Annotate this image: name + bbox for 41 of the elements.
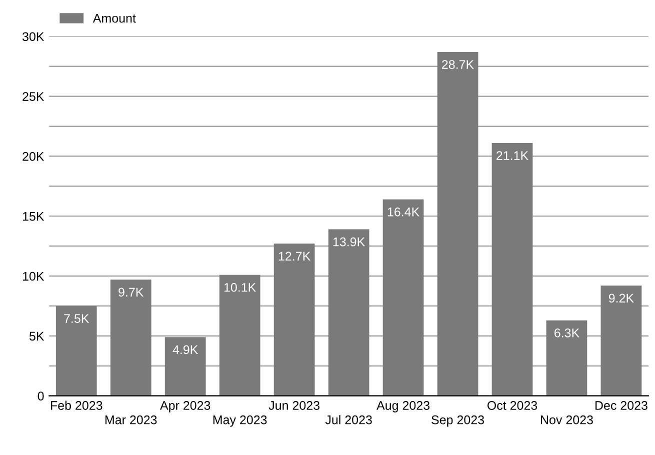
data-label: 28.7K: [442, 60, 474, 69]
x-tick-label: Aug 2023: [376, 401, 430, 412]
bar: [164, 337, 206, 396]
x-tick-label: Feb 2023: [50, 400, 102, 410]
data-label: 7.5K: [64, 314, 90, 323]
data-label: 6.3K: [554, 328, 580, 338]
data-label: 12.7K: [278, 252, 310, 261]
y-tick-label: 0: [38, 392, 44, 400]
x-tick-label: Nov 2023: [540, 415, 593, 424]
x-tick-label: Mar 2023: [105, 415, 157, 424]
data-label: 4.9K: [172, 345, 198, 354]
bar: [437, 52, 478, 396]
x-tick-label: Oct 2023: [487, 401, 538, 410]
data-label: 16.4K: [388, 207, 420, 216]
data-label: 9.7K: [118, 288, 144, 297]
data-label: 10.1K: [224, 282, 256, 292]
x-tick-label: Jun 2023: [268, 401, 320, 410]
y-tick-label: 25K: [22, 92, 44, 101]
data-label: 9.2K: [608, 294, 634, 303]
x-tick-label: May 2023: [213, 415, 267, 427]
legend-label: Amount: [92, 14, 136, 23]
bar: [492, 143, 533, 396]
y-tick-label: 5K: [29, 332, 44, 341]
x-tick-label: Apr 2023: [160, 401, 210, 412]
bar: [219, 274, 260, 396]
bar: [600, 286, 642, 396]
bar: [328, 229, 370, 396]
x-tick-label: Jul 2023: [325, 415, 372, 424]
bar: [56, 306, 97, 396]
x-tick-label: Dec 2023: [595, 401, 648, 410]
bar: [382, 199, 424, 396]
y-tick-label: 10K: [22, 272, 44, 281]
x-tick-label: Sep 2023: [432, 415, 484, 427]
y-tick-label: 20K: [22, 152, 44, 161]
bar: [110, 280, 152, 396]
y-tick-label: 15K: [22, 212, 44, 221]
data-label: 13.9K: [333, 237, 365, 246]
data-label: 21.1K: [496, 151, 528, 160]
y-tick-label: 30K: [22, 32, 44, 42]
bar: [274, 244, 315, 396]
bar: [546, 320, 588, 396]
